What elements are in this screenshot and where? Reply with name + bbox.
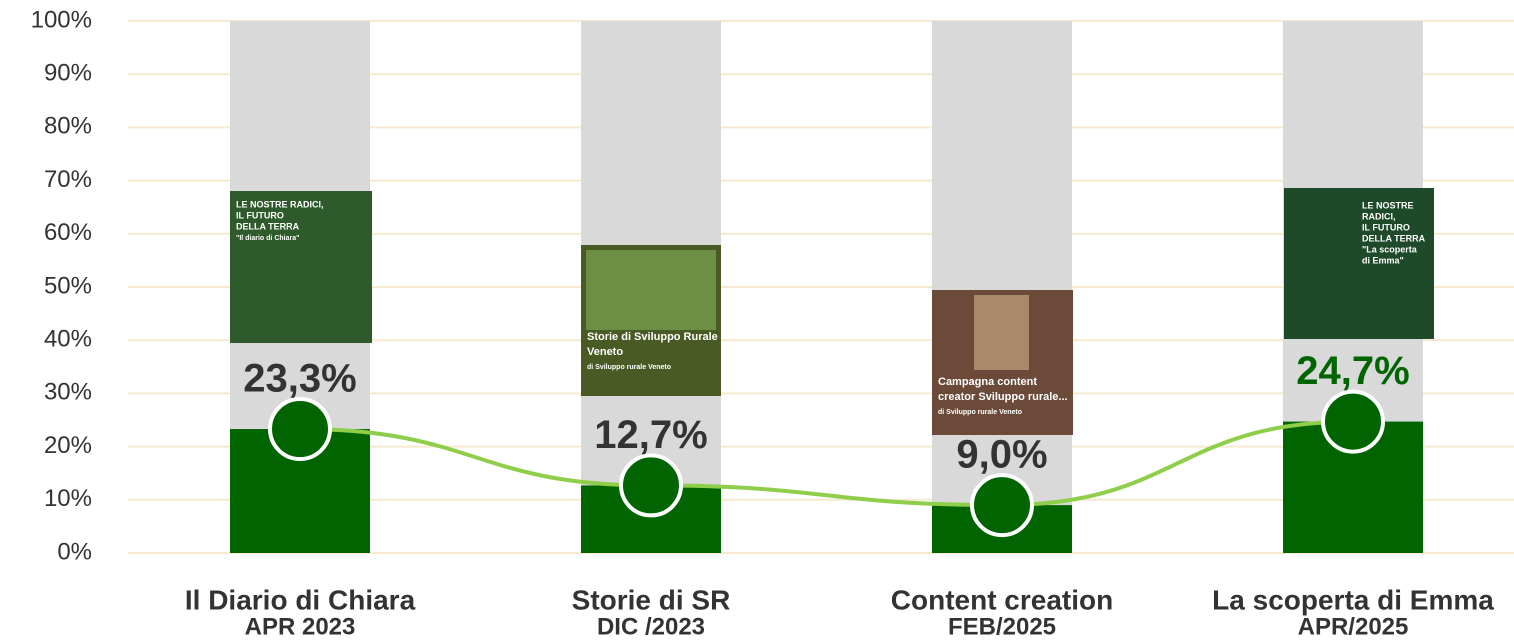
x-tick-date: APR 2023 xyxy=(245,613,356,640)
bar-background xyxy=(932,21,1072,553)
thumbnail-photo xyxy=(586,250,716,330)
y-tick-label: 10% xyxy=(44,485,92,512)
x-tick-label: Content creation xyxy=(891,584,1113,615)
x-tick-date: DIC /2023 xyxy=(597,613,705,640)
x-tick-label: Storie di SR xyxy=(572,584,731,615)
y-tick-label: 70% xyxy=(44,166,92,193)
value-label: 9,0% xyxy=(956,433,1047,477)
y-tick-label: 50% xyxy=(44,272,92,299)
thumbnail-text: Storie di Sviluppo Rurale xyxy=(587,331,718,343)
thumbnail-text: "La scoperta xyxy=(1362,244,1418,254)
thumbnail-text: di Sviluppo rurale Veneto xyxy=(587,364,671,371)
thumbnail-text: Campagna content xyxy=(938,376,1037,388)
y-tick-label: 90% xyxy=(44,60,92,87)
x-tick-label: Il Diario di Chiara xyxy=(185,584,416,615)
thumbnail-text: LE NOSTRE xyxy=(1362,200,1414,210)
thumbnail-text: creator Sviluppo rurale... xyxy=(938,391,1068,403)
y-tick-label: 100% xyxy=(31,6,92,33)
thumbnail xyxy=(1284,188,1434,339)
thumbnail-text: RADICI, xyxy=(1362,211,1396,221)
trend-line xyxy=(299,419,1354,508)
x-tick-date: FEB/2025 xyxy=(948,613,1056,640)
point xyxy=(619,453,683,518)
thumbnail-text: DELLA TERRA xyxy=(1362,233,1426,243)
y-tick-label: 60% xyxy=(44,219,92,246)
thumbnail-text: "Il diario di Chiara" xyxy=(236,235,299,242)
thumbnail xyxy=(230,191,372,343)
thumbnail-text: di Emma" xyxy=(1362,255,1404,265)
thumbnail-text: IL FUTURO xyxy=(1362,222,1410,232)
thumbnail-text: DELLA TERRA xyxy=(236,221,300,231)
x-tick-date: APR/2025 xyxy=(1298,613,1409,640)
y-tick-label: 0% xyxy=(57,538,92,565)
point xyxy=(268,397,332,462)
y-tick-label: 80% xyxy=(44,113,92,140)
point xyxy=(970,473,1034,538)
thumbnail-text: di Sviluppo rurale Veneto xyxy=(938,409,1022,416)
value-label: 23,3% xyxy=(243,357,356,401)
value-label: 24,7% xyxy=(1296,349,1409,393)
thumbnail-text: IL FUTURO xyxy=(236,210,284,220)
point xyxy=(1321,389,1385,454)
thumbnail-photo xyxy=(974,295,1029,370)
x-tick-label: La scoperta di Emma xyxy=(1212,584,1494,615)
thumbnail-text: Veneto xyxy=(587,346,623,358)
value-label: 12,7% xyxy=(594,413,707,457)
y-tick-label: 30% xyxy=(44,379,92,406)
y-tick-label: 20% xyxy=(44,432,92,459)
thumbnail-text: LE NOSTRE RADICI, xyxy=(236,199,324,209)
y-tick-label: 40% xyxy=(44,326,92,353)
